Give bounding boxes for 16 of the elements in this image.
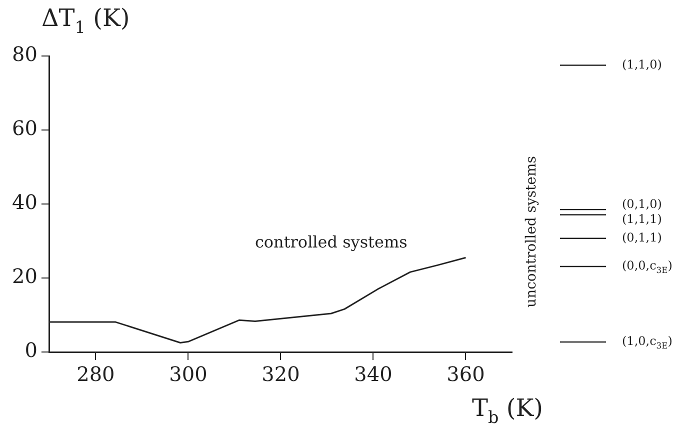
x-tick-label: 340 [354,362,392,386]
x-tick-label: 300 [169,362,208,386]
y-tick-label: 40 [12,190,38,214]
y-tick-label: 80 [12,42,38,66]
y-tick-label: 20 [12,264,38,288]
x-tick-label: 280 [76,362,115,386]
y-tick-label: 0 [24,338,38,362]
ref-line-label: (0,1,1) [622,230,662,245]
y-tick-label: 60 [12,116,38,140]
ref-line-label: (0,1,0) [622,196,662,211]
ref-line-label: (1,1,1) [622,212,662,226]
x-tick-label: 360 [446,362,485,386]
text: uncontrolled systems [524,156,540,308]
ref-line-label: (1,1,0) [622,57,662,72]
x-tick-label: 320 [262,362,300,386]
series-label: controlled systems [254,232,408,252]
